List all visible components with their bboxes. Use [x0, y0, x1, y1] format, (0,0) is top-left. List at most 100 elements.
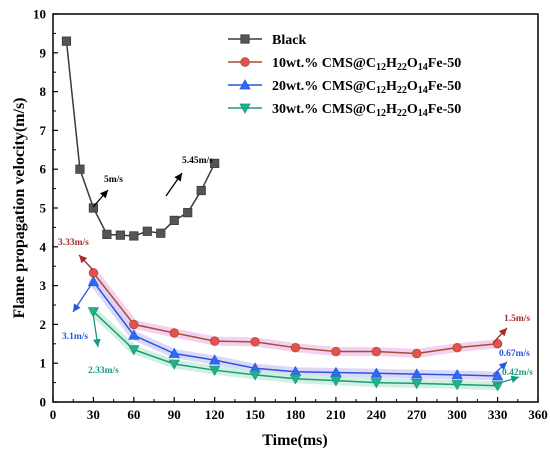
- y-tick-label: 0: [40, 395, 47, 410]
- annotation-arrow: [165, 172, 183, 197]
- data-point-marker: [240, 57, 250, 67]
- legend-label-part: Fe-50: [428, 79, 461, 94]
- annotation-arrow: [72, 281, 94, 313]
- data-point-marker: [411, 378, 423, 390]
- x-axis-label: Time(ms): [262, 432, 327, 449]
- data-point-marker: [492, 339, 503, 349]
- data-point-marker: [371, 346, 382, 357]
- y-tick-label: 5: [40, 201, 47, 216]
- annotation-arrow: [92, 312, 101, 348]
- y-tick-label: 10: [33, 7, 46, 22]
- legend-label-part: H: [386, 102, 397, 117]
- x-tick-label: 300: [447, 407, 467, 422]
- data-point-marker: [249, 370, 261, 381]
- legend-label-part: 20wt.% CMS@C: [272, 79, 376, 94]
- data-point-marker: [169, 328, 179, 338]
- annotation-arrow: [492, 375, 520, 386]
- data-point-marker: [330, 376, 342, 387]
- legend-label-part: H: [386, 79, 397, 94]
- x-tick-label: 360: [528, 407, 548, 422]
- y-axis-label: Flame propagation velocity(m/s): [11, 97, 28, 318]
- legend-label-part: 22: [397, 62, 407, 73]
- data-point-marker: [412, 348, 422, 359]
- data-point-marker: [129, 231, 139, 241]
- x-tick-label: 30: [87, 407, 100, 422]
- data-point-marker: [168, 347, 180, 358]
- legend-label-part: 22: [397, 108, 407, 119]
- y-tick-label: 3: [40, 278, 47, 293]
- legend-label-part: 14: [418, 62, 428, 73]
- legend-label-part: 12: [376, 108, 386, 119]
- y-tick-label: 9: [40, 45, 47, 60]
- data-point-marker: [250, 337, 260, 347]
- legend-label-part: 14: [418, 85, 428, 96]
- legend-label: 30wt.% CMS@C12H22O14Fe-50: [272, 102, 461, 119]
- x-tick-label: 0: [50, 407, 57, 422]
- data-point-marker: [61, 36, 72, 46]
- x-tick-label: 150: [245, 407, 265, 422]
- y-tick-label: 4: [40, 239, 47, 254]
- data-point-marker: [128, 329, 140, 340]
- data-point-marker: [129, 319, 139, 330]
- legend-label-part: O: [407, 102, 418, 117]
- data-point-marker: [196, 185, 206, 196]
- annotation-arrow: [78, 254, 94, 271]
- data-point-marker: [451, 380, 463, 391]
- data-point-marker: [290, 342, 301, 353]
- data-point-marker: [240, 34, 250, 44]
- annotation-label: 5m/s: [104, 175, 123, 185]
- annotation-label: 2.33m/s: [88, 366, 119, 376]
- data-point-marker: [239, 79, 251, 90]
- data-point-marker: [142, 226, 152, 236]
- x-tick-label: 210: [326, 407, 346, 422]
- data-point-marker: [115, 230, 125, 240]
- annotation-arrow: [492, 361, 508, 376]
- legend-label-part: 12: [376, 62, 386, 73]
- x-tick-label: 180: [286, 407, 306, 422]
- legend-label-part: 10wt.% CMS@C: [272, 56, 376, 71]
- annotation-arrow: [492, 327, 508, 344]
- y-tick-label: 2: [40, 317, 47, 332]
- x-tick-label: 90: [168, 407, 181, 422]
- annotation-arrow: [92, 189, 109, 208]
- annotation-label: 0.67m/s: [499, 349, 530, 359]
- data-point-marker: [102, 229, 112, 239]
- data-point-marker: [370, 367, 383, 378]
- x-tick-label: 240: [367, 407, 387, 422]
- legend-label-part: 14: [418, 108, 428, 119]
- x-tick-label: 330: [488, 407, 508, 422]
- data-point-marker: [208, 365, 221, 377]
- x-tick-label: 270: [407, 407, 427, 422]
- data-point-marker: [156, 228, 166, 238]
- data-point-marker: [87, 307, 100, 318]
- annotation-layer: 5m/s 5.45m/s 3.33m/s 3.1m/s 2.33m/s 1.5m/s 0.6…: [58, 156, 533, 386]
- y-tick-label: 8: [40, 84, 47, 99]
- legend-label-part: O: [407, 56, 418, 71]
- data-point-marker: [331, 346, 341, 357]
- y-tick-label: 6: [40, 162, 47, 177]
- data-point-marker: [128, 345, 140, 356]
- annotation-label: 5.45m/s: [182, 156, 213, 166]
- data-point-marker: [411, 368, 423, 379]
- data-point-marker: [239, 103, 251, 114]
- data-point-marker: [88, 203, 99, 213]
- legend-label-part: 22: [397, 85, 407, 96]
- data-point-marker: [75, 164, 85, 174]
- data-point-marker: [452, 342, 462, 353]
- legend-label-part: 30wt.% CMS@C: [272, 102, 376, 117]
- data-point-marker: [87, 275, 100, 287]
- data-point-marker: [169, 215, 179, 226]
- legend-label-part: O: [407, 79, 418, 94]
- series-layer: [61, 36, 504, 392]
- y-tick-label: 1: [40, 356, 47, 371]
- data-point-marker: [168, 359, 180, 370]
- annotation-label: 3.1m/s: [62, 332, 88, 342]
- y-tick-label: 7: [40, 123, 47, 138]
- axis-ticks: 0 30 60 90 120 150 180 210 240 270 300 330 360012345…: [33, 7, 548, 423]
- data-point-marker: [208, 354, 221, 365]
- legend-label-part: H: [386, 56, 397, 71]
- data-point-marker: [88, 268, 99, 278]
- data-point-marker: [491, 370, 504, 381]
- annotation-label: 0.42m/s: [502, 368, 533, 378]
